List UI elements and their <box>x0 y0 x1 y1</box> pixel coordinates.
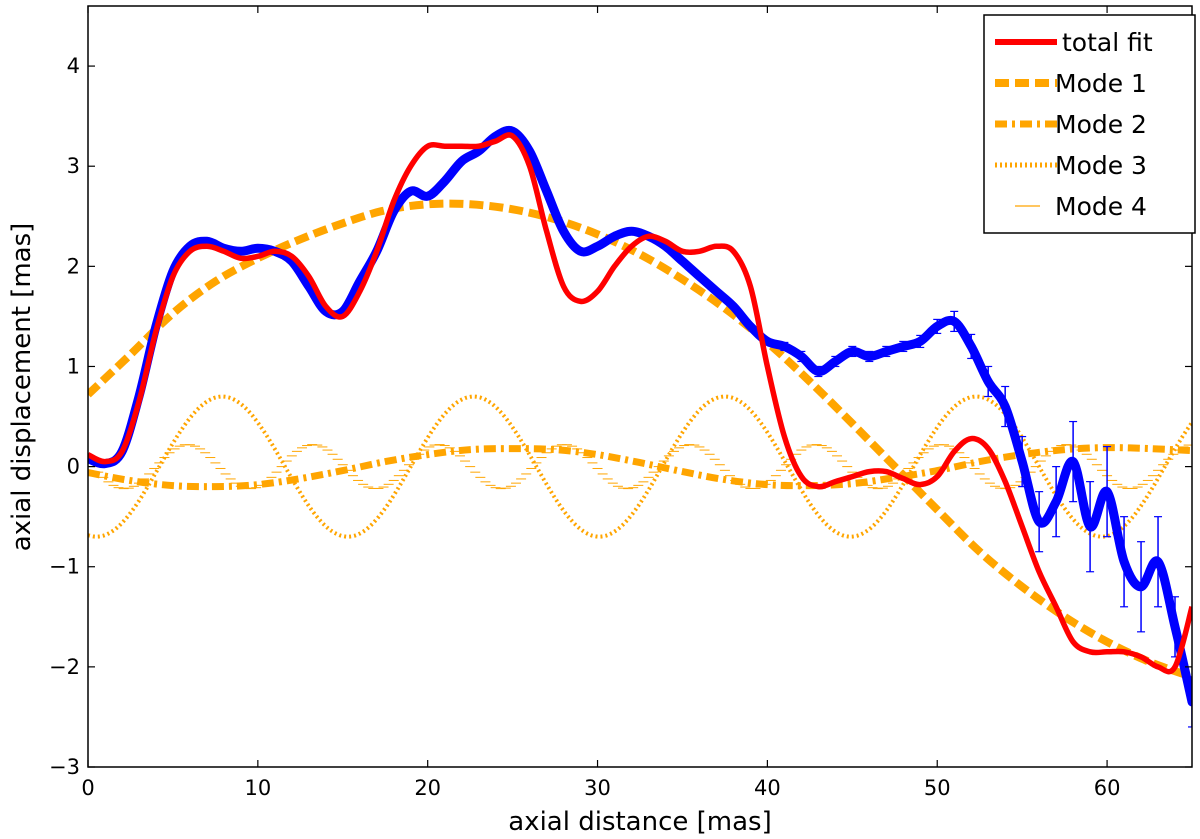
x-tick-label: 10 <box>244 776 271 800</box>
legend-label-mode-3: Mode 3 <box>1055 151 1147 180</box>
legend: total fit Mode 1 Mode 2 Mode 3 Mode 4 <box>983 14 1196 234</box>
x-tick-label: 60 <box>1094 776 1121 800</box>
x-tick-label: 30 <box>584 776 611 800</box>
y-tick-label: 0 <box>67 455 80 479</box>
y-tick-label: −2 <box>49 655 80 679</box>
x-tick-label: 40 <box>754 776 781 800</box>
plot-frame <box>87 5 1193 768</box>
mode-3-series <box>88 394 1192 539</box>
y-tick-label: 3 <box>67 154 80 178</box>
legend-box <box>983 14 1196 234</box>
y-tick-label: 1 <box>67 354 80 378</box>
x-axis-label: axial distance [mas] <box>508 807 772 837</box>
legend-label-mode-2: Mode 2 <box>1055 110 1147 139</box>
mode-2-series <box>88 444 1192 491</box>
series-layer <box>88 125 1192 728</box>
y-tick-label: 2 <box>67 254 80 278</box>
x-tick-label: 50 <box>924 776 951 800</box>
y-tick-label: 4 <box>67 54 80 78</box>
legend-label-mode-1: Mode 1 <box>1055 69 1147 98</box>
y-tick-label: −1 <box>49 555 80 579</box>
total-fit-series <box>88 132 1192 675</box>
legend-label-mode-4: Mode 4 <box>1055 192 1147 221</box>
x-tick-label: 20 <box>414 776 441 800</box>
y-tick-label: −3 <box>49 755 80 779</box>
legend-label-total-fit: total fit <box>1062 28 1153 57</box>
y-axis-label: axial displacement [mas] <box>7 223 37 552</box>
ticks-layer: 0 10 20 30 40 50 60 −3 −2 −1 0 1 2 3 4 <box>49 6 1192 800</box>
x-tick-label: 0 <box>81 776 94 800</box>
